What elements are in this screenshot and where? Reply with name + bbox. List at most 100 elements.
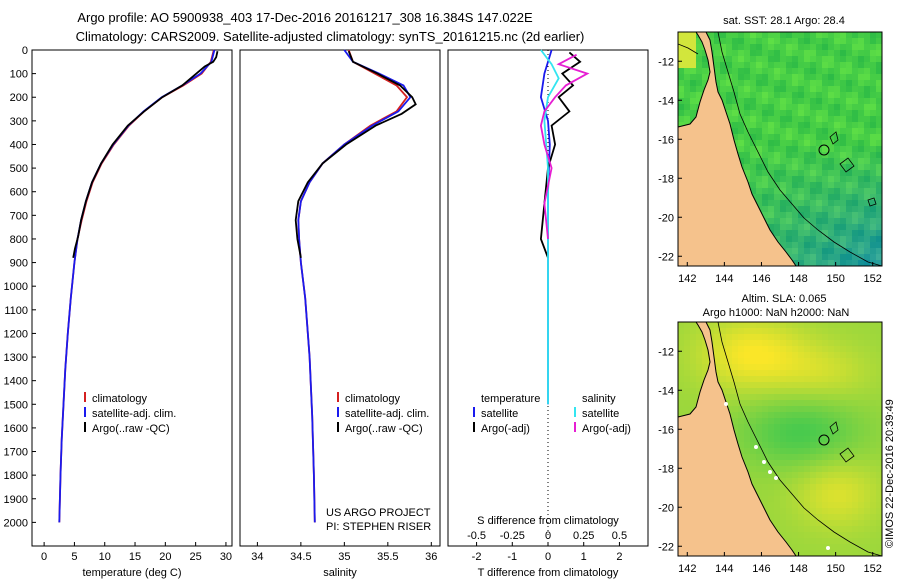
- heatmap-cell: [714, 322, 720, 328]
- heatmap-cell: [840, 484, 846, 490]
- heatmap-cell: [798, 532, 804, 538]
- heatmap-cell: [786, 526, 792, 532]
- heatmap-cell: [870, 382, 876, 388]
- heatmap-cell: [822, 92, 828, 98]
- heatmap-cell: [768, 418, 774, 424]
- heatmap-cell: [876, 370, 882, 376]
- heatmap-cell: [870, 56, 876, 62]
- heatmap-cell: [834, 44, 840, 50]
- heatmap-cell: [744, 68, 750, 74]
- heatmap-cell: [738, 376, 744, 382]
- heatmap-cell: [840, 346, 846, 352]
- heatmap-cell: [828, 382, 834, 388]
- heatmap-cell: [774, 358, 780, 364]
- s-tick-label: -0.25: [500, 530, 525, 542]
- heatmap-cell: [876, 520, 882, 526]
- heatmap-cell: [834, 146, 840, 152]
- heatmap-cell: [678, 86, 684, 92]
- heatmap-cell: [792, 544, 798, 550]
- heatmap-cell: [678, 370, 684, 376]
- heatmap-cell: [762, 454, 768, 460]
- heatmap-cell: [798, 206, 804, 212]
- heatmap-cell: [840, 496, 846, 502]
- temperature-series: [58, 49, 219, 523]
- heatmap-cell: [822, 248, 828, 254]
- heatmap-cell: [858, 50, 864, 56]
- heatmap-cell: [876, 158, 882, 164]
- heatmap-cell: [828, 508, 834, 514]
- heatmap-cell: [690, 400, 696, 406]
- heatmap-cell: [858, 182, 864, 188]
- heatmap-cell: [768, 200, 774, 206]
- heatmap-cell: [678, 50, 684, 56]
- map-y-tick-label: -14: [658, 95, 674, 107]
- heatmap-cell: [780, 218, 786, 224]
- heatmap-cell: [846, 358, 852, 364]
- heatmap-cell: [852, 212, 858, 218]
- heatmap-cell: [816, 74, 822, 80]
- heatmap-cell: [732, 128, 738, 134]
- heatmap-cell: [768, 466, 774, 472]
- heatmap-cell: [768, 448, 774, 454]
- series-line-satellite-adj-clim-: [297, 49, 412, 523]
- heatmap-cell: [876, 62, 882, 68]
- map-x-tick-label: 150: [826, 563, 844, 575]
- heatmap-cell: [792, 218, 798, 224]
- heatmap-cell: [768, 44, 774, 50]
- heatmap-cell: [870, 340, 876, 346]
- heatmap-cell: [786, 364, 792, 370]
- heatmap-cell: [870, 242, 876, 248]
- heatmap-cell: [768, 490, 774, 496]
- heatmap-cell: [756, 50, 762, 56]
- heatmap-cell: [762, 56, 768, 62]
- heatmap-cell: [690, 382, 696, 388]
- heatmap-cell: [786, 98, 792, 104]
- heatmap-cell: [816, 514, 822, 520]
- heatmap-cell: [846, 388, 852, 394]
- y-tick-label: 0: [22, 45, 28, 57]
- heatmap-cell: [804, 56, 810, 62]
- heatmap-cell: [828, 32, 834, 38]
- heatmap-cell: [762, 466, 768, 472]
- heatmap-cell: [816, 164, 822, 170]
- heatmap-cell: [738, 442, 744, 448]
- heatmap-cell: [786, 158, 792, 164]
- heatmap-cell: [822, 550, 828, 556]
- heatmap-cell: [780, 182, 786, 188]
- heatmap-cell: [840, 32, 846, 38]
- heatmap-cell: [744, 104, 750, 110]
- heatmap-cell: [744, 328, 750, 334]
- heatmap-cell: [816, 224, 822, 230]
- heatmap-cell: [834, 110, 840, 116]
- heatmap-cell: [846, 322, 852, 328]
- heatmap-cell: [852, 358, 858, 364]
- heatmap-cell: [750, 394, 756, 400]
- heatmap-cell: [852, 472, 858, 478]
- heatmap-cell: [810, 328, 816, 334]
- heatmap-cell: [762, 346, 768, 352]
- x-tick-label: 0: [545, 551, 551, 563]
- heatmap-cell: [846, 218, 852, 224]
- heatmap-cell: [744, 56, 750, 62]
- heatmap-cell: [834, 544, 840, 550]
- heatmap-cell: [840, 230, 846, 236]
- heatmap-cell: [828, 394, 834, 400]
- heatmap-cell: [762, 424, 768, 430]
- map-x-tick-label: 146: [752, 563, 770, 575]
- heatmap-cell: [774, 86, 780, 92]
- heatmap-cell: [840, 92, 846, 98]
- heatmap-cell: [840, 260, 846, 266]
- heatmap-cell: [840, 146, 846, 152]
- heatmap-cell: [720, 382, 726, 388]
- heatmap-cell: [786, 538, 792, 544]
- heatmap-cell: [798, 424, 804, 430]
- heatmap-cell: [870, 406, 876, 412]
- t-difference-axis-label: T difference from climatology: [478, 567, 619, 579]
- heatmap-cell: [834, 68, 840, 74]
- heatmap-cell: [846, 140, 852, 146]
- heatmap-cell: [768, 442, 774, 448]
- heatmap-cell: [774, 194, 780, 200]
- heatmap-cell: [858, 406, 864, 412]
- heatmap-cell: [750, 176, 756, 182]
- heatmap-cell: [828, 460, 834, 466]
